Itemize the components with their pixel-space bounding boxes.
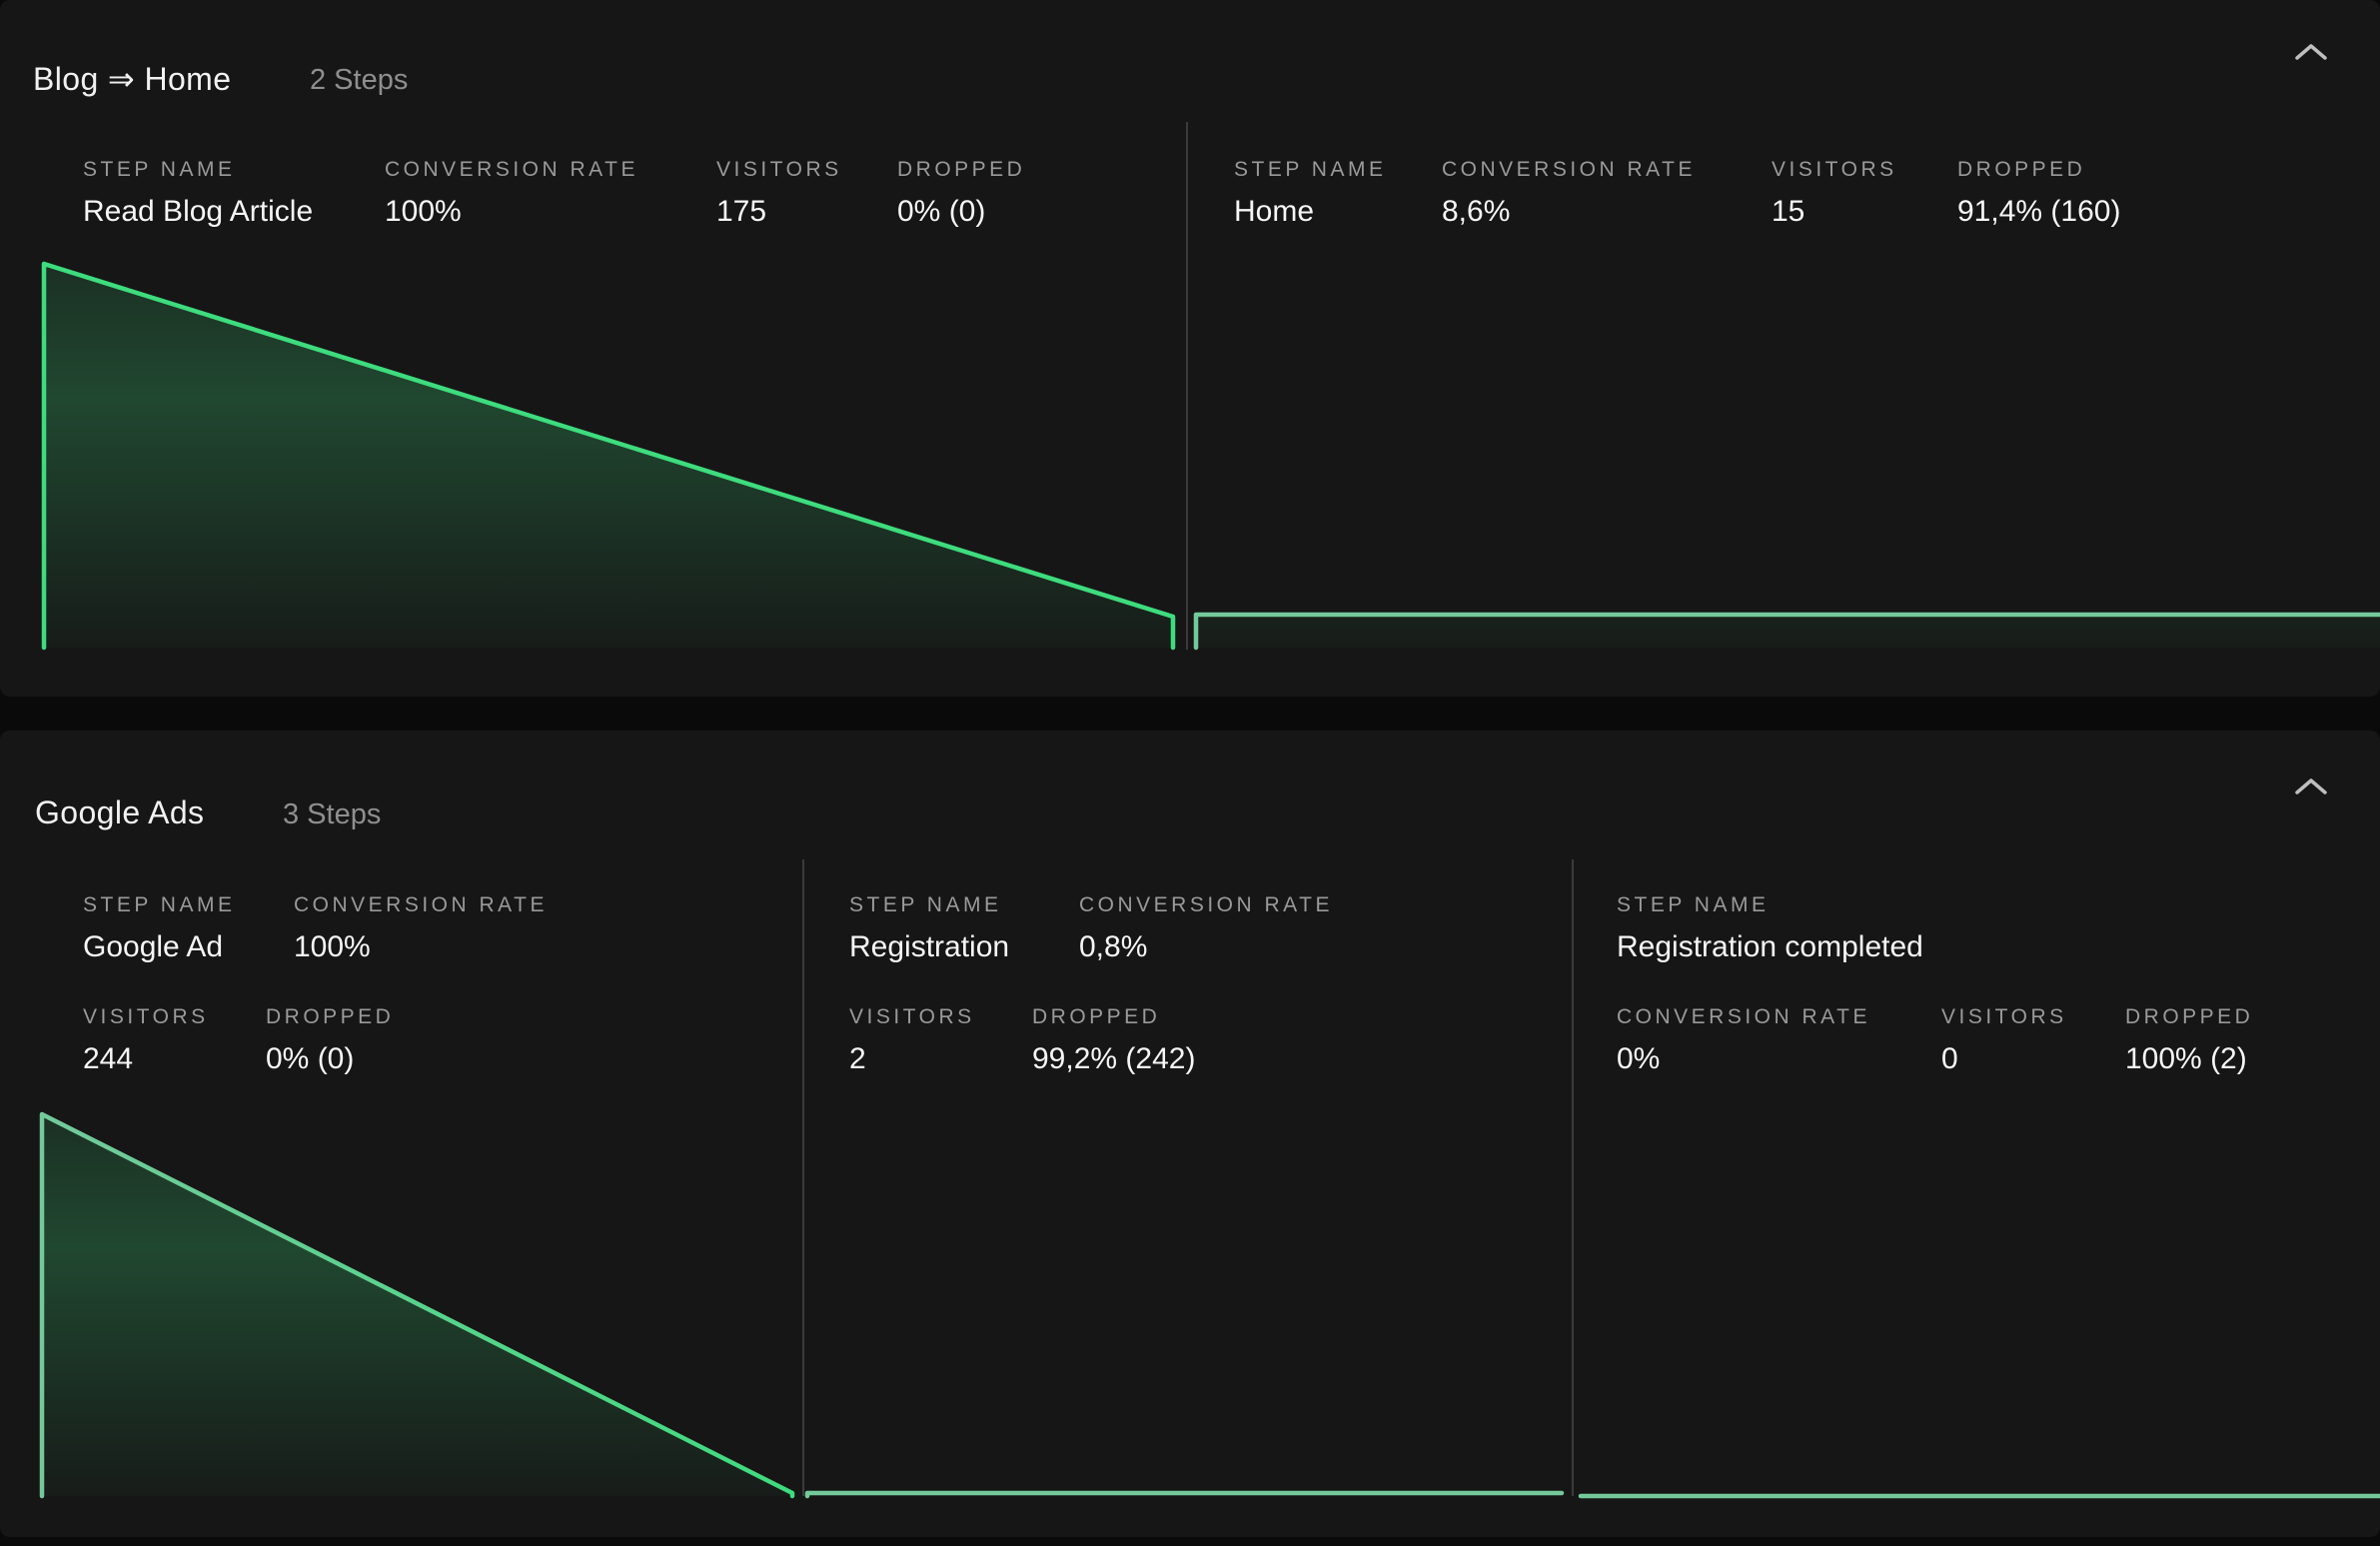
stat-field-step-name: STEP NAME Google Ad: [83, 892, 235, 964]
steps-count-badge: 2 Steps: [310, 64, 409, 96]
stat-label: VISITORS: [716, 158, 842, 181]
stat-label: VISITORS: [1941, 1005, 2067, 1028]
stat-label: DROPPED: [266, 1005, 395, 1028]
collapse-panel-button[interactable]: [2288, 36, 2334, 70]
stat-value: 0% (0): [897, 195, 986, 228]
stat-label: CONVERSION RATE: [1617, 1005, 1870, 1028]
funnel-step1-area: [44, 264, 1173, 648]
stat-field-dropped: DROPPED 0% (0): [266, 1004, 394, 1076]
funnel-step2-area: [807, 1493, 1562, 1496]
stat-value: 91,4% (160): [1957, 195, 2121, 228]
steps-count-badge: 3 Steps: [283, 798, 382, 830]
stat-field-visitors: VISITORS 2: [849, 1004, 975, 1076]
stat-field-conversion-rate: CONVERSION RATE 0%: [1617, 1004, 1870, 1076]
stat-value: 0% (0): [266, 1042, 355, 1075]
stat-value: 100% (2): [2125, 1042, 2247, 1075]
chevron-up-icon: [2293, 777, 2329, 800]
stat-value: 99,2% (242): [1032, 1042, 1196, 1075]
stat-value: 8,6%: [1442, 195, 1511, 228]
stat-label: DROPPED: [1957, 158, 2086, 181]
stat-label: STEP NAME: [1617, 893, 1770, 916]
stat-field-conversion-rate: CONVERSION RATE 0,8%: [1079, 892, 1333, 964]
stat-field-visitors: VISITORS 0: [1941, 1004, 2067, 1076]
stat-field-step-name: STEP NAME Registration: [849, 892, 1009, 964]
stat-value: 0: [1941, 1042, 1958, 1075]
stat-label: DROPPED: [2125, 1005, 2254, 1028]
stat-field-dropped: DROPPED 99,2% (242): [1032, 1004, 1195, 1076]
stat-value: Registration completed: [1617, 930, 1923, 963]
chevron-up-icon: [2293, 43, 2329, 66]
stat-label: DROPPED: [897, 158, 1026, 181]
stat-label: CONVERSION RATE: [385, 158, 638, 181]
stat-value: 244: [83, 1042, 134, 1075]
stat-field-visitors: VISITORS 15: [1772, 157, 1897, 229]
stat-label: STEP NAME: [1234, 158, 1387, 181]
stat-value: 15: [1772, 195, 1805, 228]
funnel-area-chart: [41, 261, 2380, 651]
stat-value: Google Ad: [83, 930, 224, 963]
funnel-step2-area: [1196, 615, 2380, 648]
funnel-area-chart: [39, 1111, 2380, 1499]
funnel-step1-line: [41, 261, 1176, 651]
stat-field-visitors: VISITORS 244: [83, 1004, 209, 1076]
stat-label: CONVERSION RATE: [1442, 158, 1696, 181]
stat-field-step-name: STEP NAME Home: [1234, 157, 1386, 229]
funnel-panel-blog-home: Blog ⇒ Home 2 Steps: [0, 0, 2380, 697]
stat-label: VISITORS: [849, 1005, 975, 1028]
stat-label: STEP NAME: [83, 158, 236, 181]
stat-field-dropped: DROPPED 91,4% (160): [1957, 157, 2120, 229]
stat-field-step-name: STEP NAME Read Blog Article: [83, 157, 313, 229]
panel-title: Google Ads: [35, 794, 205, 830]
stat-value: 2: [849, 1042, 866, 1075]
stat-label: STEP NAME: [83, 893, 236, 916]
stat-value: 0%: [1617, 1042, 1661, 1075]
stat-label: VISITORS: [1772, 158, 1897, 181]
stat-field-dropped: DROPPED 100% (2): [2125, 1004, 2253, 1076]
stat-label: CONVERSION RATE: [1079, 893, 1333, 916]
stat-value: 100%: [385, 195, 462, 228]
stat-field-conversion-rate: CONVERSION RATE 100%: [294, 892, 548, 964]
stat-value: Registration: [849, 930, 1010, 963]
step-divider: [802, 859, 804, 1496]
panel-title: Blog ⇒ Home: [33, 61, 232, 97]
stat-label: DROPPED: [1032, 1005, 1161, 1028]
stat-value: 0,8%: [1079, 930, 1148, 963]
stat-field-dropped: DROPPED 0% (0): [897, 157, 1025, 229]
stat-field-conversion-rate: CONVERSION RATE 100%: [385, 157, 638, 229]
funnel-step1-area: [42, 1114, 792, 1496]
stat-value: 100%: [294, 930, 371, 963]
stat-field-step-name: STEP NAME Registration completed: [1617, 892, 1923, 964]
stat-label: VISITORS: [83, 1005, 209, 1028]
collapse-panel-button[interactable]: [2288, 771, 2334, 804]
step-divider: [1572, 859, 1574, 1496]
stat-field-conversion-rate: CONVERSION RATE 8,6%: [1442, 157, 1696, 229]
stat-field-visitors: VISITORS 175: [716, 157, 842, 229]
stat-value: 175: [716, 195, 767, 228]
funnel-step2-line: [804, 1490, 1565, 1499]
funnel-step2-line: [1193, 612, 2380, 651]
stat-label: STEP NAME: [849, 893, 1002, 916]
stat-label: CONVERSION RATE: [294, 893, 548, 916]
step-divider: [1186, 122, 1188, 650]
stat-value: Read Blog Article: [83, 195, 314, 228]
funnel-step1-line: [39, 1111, 795, 1499]
stat-value: Home: [1234, 195, 1315, 228]
funnel-panel-google-ads: Google Ads 3 Steps: [0, 731, 2380, 1537]
